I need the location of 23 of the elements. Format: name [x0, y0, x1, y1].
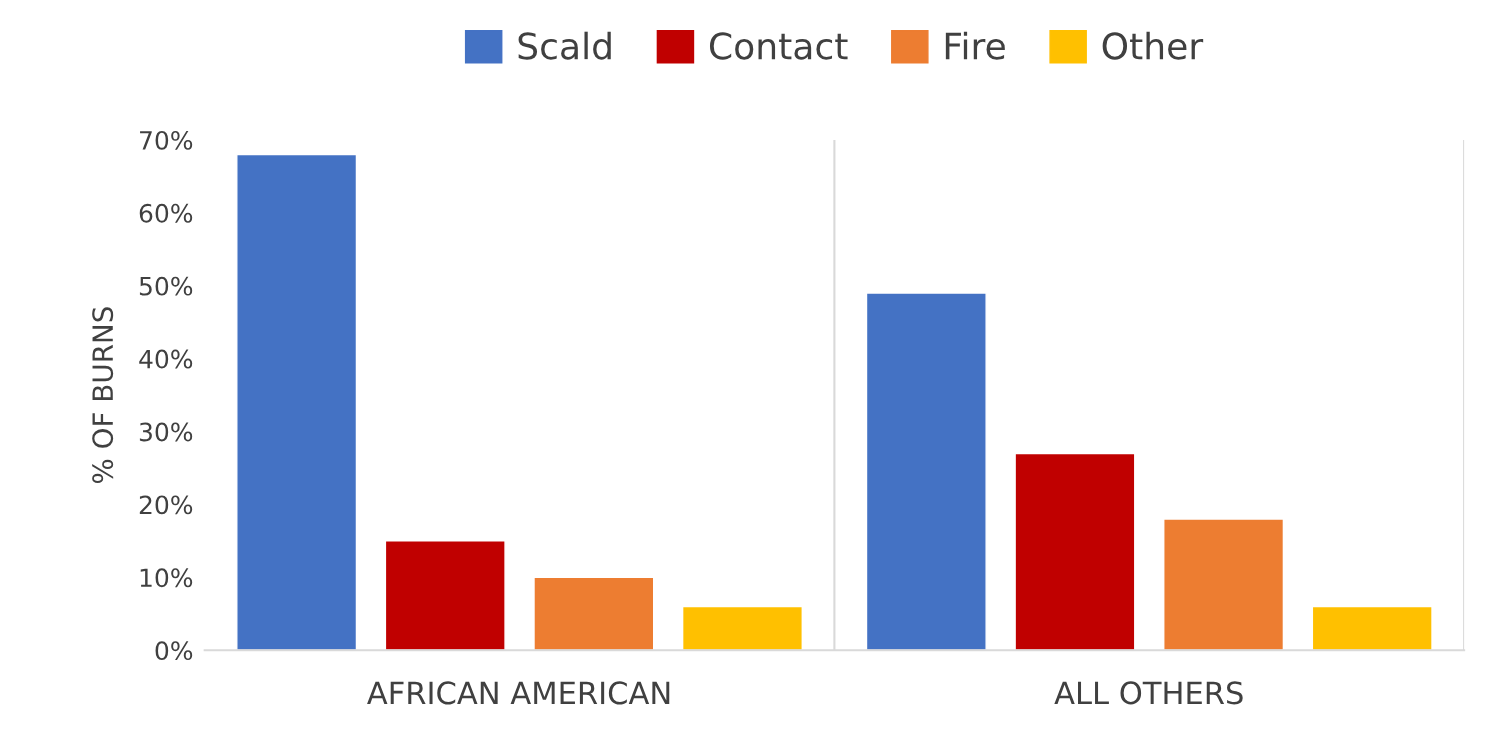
bar: [1014, 452, 1136, 651]
x-tick-label: AFRICAN AMERICAN: [367, 681, 670, 705]
y-tick-label: 30%: [139, 422, 193, 442]
bar: [1311, 605, 1433, 651]
bar: [236, 153, 358, 651]
bar: [681, 605, 803, 651]
y-tick-label: 10%: [140, 568, 193, 588]
y-axis-title: % OF BURNS: [92, 307, 114, 484]
bar: [533, 576, 655, 651]
legend-label: Contact: [709, 32, 848, 60]
bar: [384, 540, 506, 651]
y-tick-label: 70%: [140, 130, 193, 150]
y-tick-label: 0%: [155, 641, 193, 661]
legend-label: Scald: [518, 31, 611, 60]
y-tick-label: 50%: [139, 276, 193, 296]
y-tick-label: 20%: [139, 495, 193, 515]
bar: [865, 292, 987, 651]
legend-label: Fire: [945, 31, 1005, 60]
y-tick-label: 40%: [139, 349, 193, 369]
bar: [1163, 518, 1285, 651]
x-tick-label: ALL OTHERS: [1054, 681, 1243, 705]
y-tick-label: 60%: [139, 203, 193, 223]
legend-label: Other: [1102, 31, 1204, 60]
